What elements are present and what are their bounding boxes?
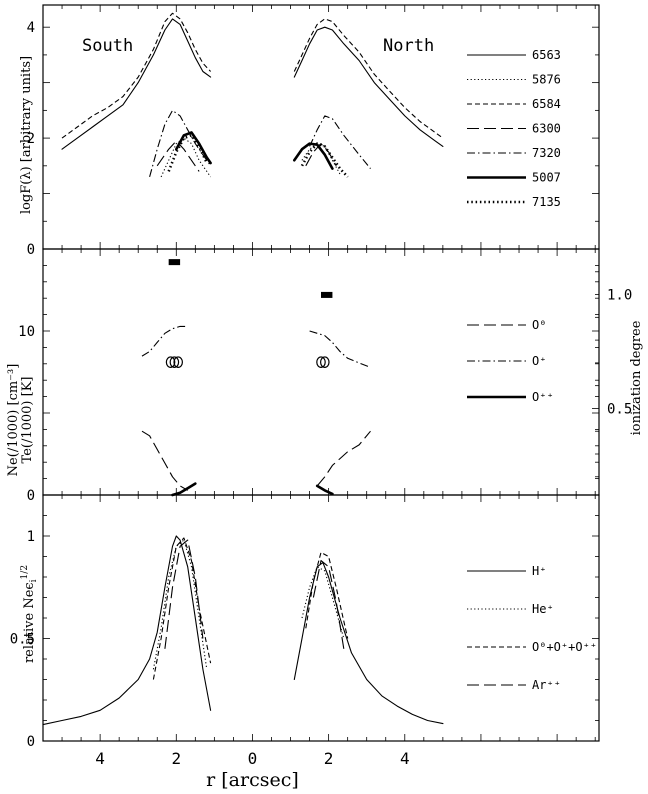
series-line-5007: [292, 142, 334, 170]
legend-label-7: 7135: [532, 195, 561, 209]
y-tick-label: 0.5: [10, 632, 35, 648]
legend-label-3: O⁰+O⁺+O⁺⁺: [532, 640, 597, 654]
panel-frame-2: [42, 248, 600, 496]
x-tick-label: 2: [171, 749, 181, 768]
legend-label-1: O⁰: [532, 318, 546, 332]
x-axis-label: r [arcsec]: [206, 769, 299, 791]
legend-label-2: O⁺: [532, 354, 546, 368]
y-tick-label: 0: [27, 242, 35, 258]
series-line-O⁰: [141, 430, 188, 491]
marker-circle: [165, 356, 176, 368]
series-line-6584: [61, 12, 212, 139]
series-line-He⁺: [152, 539, 208, 670]
series-line-O⁺⁺: [171, 482, 197, 497]
series-line-6300: [156, 140, 200, 172]
legend-label-5: 7320: [532, 146, 561, 160]
legend-label-1: 6563: [532, 48, 561, 62]
annotation-south: South: [82, 36, 133, 56]
series-line-5007: [175, 131, 212, 165]
annotation-north: North: [383, 36, 434, 56]
legend-label-3: O⁺⁺: [532, 390, 554, 404]
x-tick-label: 4: [95, 749, 105, 768]
series-line-6584: [293, 18, 444, 139]
panel-frame-3: [42, 494, 600, 742]
y-tick-label: 4: [27, 20, 35, 36]
series-line-H⁺: [293, 562, 444, 725]
y-tick-label: 0: [27, 734, 35, 750]
y2-tick-label: 1.0: [607, 288, 632, 304]
x-tick-label: 4: [400, 749, 410, 768]
y-tick-label: 1: [27, 529, 35, 545]
legend-label-4: Ar⁺⁺: [532, 678, 561, 692]
series-line-6563: [61, 18, 212, 150]
series-line-7320: [149, 109, 212, 178]
y-tick-label: 0: [27, 488, 35, 504]
panels: 0 2 4 logF(λ) [arbitrary units] South North 65…: [6, 4, 644, 791]
series-line-O⁺: [309, 330, 371, 368]
series-line-Ar⁺⁺: [164, 539, 204, 649]
series-line-O⁰: [316, 430, 371, 487]
marker-circle: [316, 356, 326, 368]
marker-circle: [169, 356, 180, 368]
series-line-He⁺: [301, 566, 345, 639]
y2-tick-label: 0.5: [607, 401, 632, 417]
series-line-7320: [309, 115, 371, 169]
legend-label-2: 5876: [532, 73, 561, 87]
marker-bar: [321, 291, 333, 298]
series-line-7135: [300, 142, 349, 178]
series-line-O⁺: [141, 325, 188, 357]
y-tick-label: 10: [18, 324, 35, 340]
legend-label-4: 6300: [532, 122, 561, 136]
marker-circle: [173, 356, 183, 368]
legend-label-1: H⁺: [532, 564, 546, 578]
marker-bar: [168, 259, 181, 266]
series-line-O⁰+O⁺+O⁺⁺: [305, 551, 349, 639]
y-axis-label: logF(λ) [arbitrary units]: [19, 56, 34, 214]
series-line-5876: [160, 137, 212, 178]
series-line-6300: [305, 143, 337, 167]
x-tick-label: 2: [324, 749, 334, 768]
y-axis-label: Ne(/1000) [cm⁻³]: [6, 364, 21, 477]
y-tick-label: 2: [27, 131, 35, 147]
series-line-5876: [301, 143, 341, 175]
series-line-7135: [167, 134, 208, 172]
series-line-6563: [293, 26, 444, 147]
legend-label-3: 6584: [532, 97, 561, 111]
series-line-O⁰+O⁺+O⁺⁺: [152, 537, 212, 680]
marker-circle: [320, 356, 330, 368]
series-line-O⁺⁺: [315, 484, 334, 496]
series-line-Ar⁺⁺: [312, 560, 345, 649]
legend-label-2: He⁺: [532, 602, 554, 616]
y-axis-label: relative Neϵi1/2: [20, 565, 39, 663]
legend-label-6: 5007: [532, 171, 561, 185]
x-tick-label: 0: [248, 749, 258, 768]
y2-axis-label: ionization degree: [629, 320, 644, 435]
series-line-H⁺: [42, 535, 212, 726]
y-axis-label-2: Te(/1000) [K]: [20, 377, 35, 464]
